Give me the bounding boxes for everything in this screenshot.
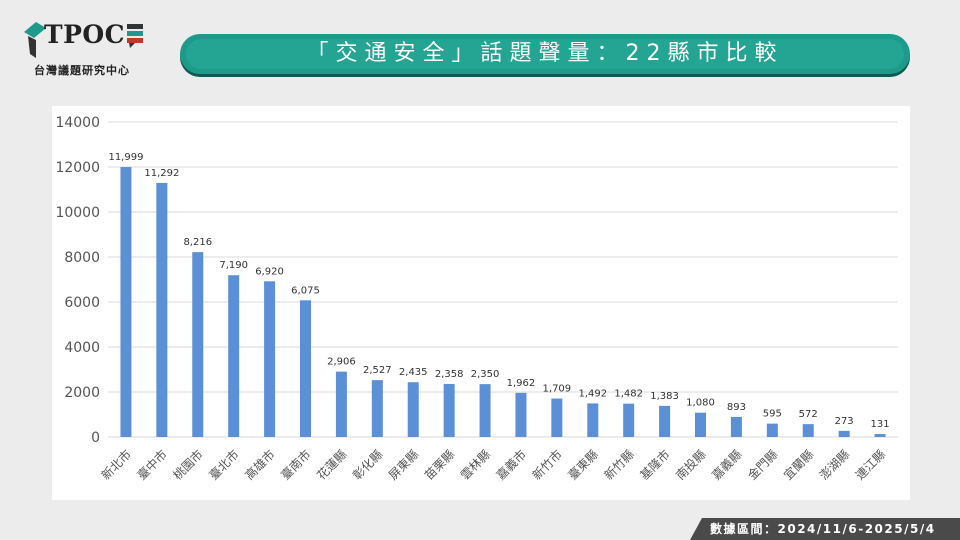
data-label: 6,920 (255, 266, 284, 277)
bar (874, 434, 886, 437)
data-label: 1,080 (686, 398, 715, 409)
y-tick-label: 0 (91, 430, 100, 446)
bar (120, 167, 132, 437)
bar (838, 430, 850, 437)
data-label: 572 (799, 409, 818, 420)
x-tick-label: 新竹市 (529, 447, 565, 483)
data-label: 2,906 (327, 357, 356, 368)
bar (695, 412, 706, 437)
bar (335, 371, 347, 437)
bar (551, 398, 563, 437)
footer-band: 數據區間：2024/11/6-2025/5/4 (690, 518, 960, 540)
bar (407, 382, 419, 437)
data-label: 11,292 (144, 168, 179, 179)
x-tick-label: 新北市 (98, 447, 134, 483)
x-tick-label: 新竹縣 (601, 447, 637, 483)
y-tick-label: 12000 (55, 160, 100, 176)
data-label: 8,216 (183, 237, 212, 248)
x-tick-label: 臺北市 (206, 447, 242, 483)
y-tick-label: 10000 (55, 205, 100, 221)
x-axis: 新北市 臺中市 桃園市 臺北市 高雄市 臺南市 花蓮縣 彰化縣 屏東縣 苗栗縣 雲林縣 嘉義市 新竹市臺… (98, 447, 888, 483)
x-tick-label: 高雄市 (242, 447, 278, 483)
data-label: 2,350 (471, 369, 500, 380)
y-tick-label: 4000 (64, 340, 100, 356)
bar (730, 416, 742, 437)
x-tick-label: 嘉義縣 (708, 447, 744, 483)
data-label: 2,527 (363, 365, 392, 376)
bar (587, 403, 599, 437)
data-label: 273 (835, 416, 854, 427)
logo-wordmark: TPOC (44, 20, 126, 49)
x-tick-label: 南投縣 (673, 447, 709, 483)
x-tick-label: 嘉義市 (493, 447, 529, 483)
bar (192, 252, 204, 437)
data-label: 6,075 (291, 285, 320, 296)
data-label: 2,435 (399, 367, 428, 378)
title-banner: 「交通安全」話題聲量：22縣市比較 (180, 34, 910, 74)
data-label: 1,962 (507, 378, 536, 389)
data-range-label: 數據區間：2024/11/6-2025/5/4 (710, 522, 936, 536)
data-label: 7,190 (219, 260, 248, 271)
bar (156, 182, 168, 437)
bar (623, 403, 635, 437)
data-label: 893 (727, 402, 746, 413)
grid-layer (108, 121, 898, 438)
x-tick-label: 澎湖縣 (816, 447, 852, 483)
data-label: 131 (870, 419, 889, 430)
data-label: 1,482 (614, 389, 643, 400)
x-tick-label: 桃園市 (170, 447, 206, 483)
y-tick-label: 14000 (55, 115, 100, 131)
logo-speech-icon (127, 24, 143, 48)
y-tick-label: 2000 (64, 385, 100, 401)
y-tick-label: 8000 (64, 250, 100, 266)
x-tick-label: 屏東縣 (386, 447, 421, 482)
x-tick-label: 宜蘭縣 (780, 447, 816, 483)
x-tick-label: 苗栗縣 (422, 447, 457, 482)
page-title: 「交通安全」話題聲量：22縣市比較 (306, 41, 784, 66)
data-label: 1,383 (650, 391, 679, 402)
x-tick-label: 雲林縣 (458, 447, 493, 482)
x-tick-label: 金門縣 (744, 447, 780, 483)
bar (228, 275, 240, 437)
data-label: 11,999 (108, 152, 143, 163)
bars (120, 167, 886, 437)
logo-mark-icon (24, 22, 46, 58)
bar (766, 423, 778, 437)
x-tick-label: 連江縣 (853, 447, 888, 482)
bar (479, 384, 491, 437)
data-label: 1,709 (543, 384, 572, 395)
x-tick-label: 基隆市 (637, 447, 673, 483)
chart-panel: 0 2000 4000 6000 8000 10000 12000 14000 11,999 1… (52, 106, 910, 500)
bar (300, 300, 311, 437)
bar (371, 380, 383, 437)
x-tick-label: 彰化縣 (349, 447, 385, 483)
bar (443, 383, 455, 437)
x-tick-label: 臺南市 (278, 447, 314, 483)
data-label: 2,358 (435, 369, 464, 380)
title-banner-inner (186, 39, 904, 69)
bar (802, 424, 814, 437)
logo-subtitle: 台灣議題研究中心 (34, 64, 130, 77)
y-axis: 0 2000 4000 6000 8000 10000 12000 14000 (55, 115, 100, 446)
bar (515, 392, 527, 437)
x-tick-label: 臺中市 (134, 447, 170, 483)
tpoc-logo: TPOC 台灣議題研究中心 (22, 18, 162, 80)
bar (659, 405, 671, 437)
data-label: 595 (763, 409, 782, 420)
data-label: 1,492 (578, 388, 607, 399)
x-tick-label: 花蓮縣 (313, 447, 349, 483)
x-tick-label: 臺東縣 (565, 447, 601, 483)
y-tick-label: 6000 (64, 295, 100, 311)
bar (264, 281, 276, 437)
